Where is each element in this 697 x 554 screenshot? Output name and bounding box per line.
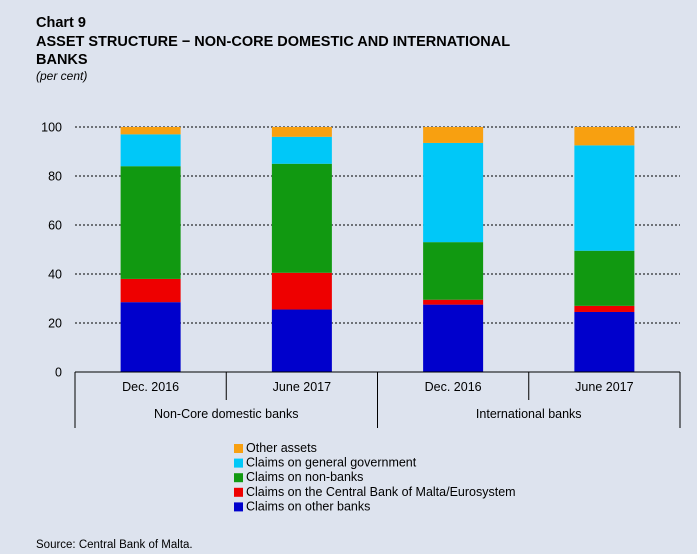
- x-tick-label: June 2017: [575, 380, 633, 394]
- y-tick-label: 20: [48, 317, 62, 331]
- bars: [120, 127, 635, 372]
- y-tick-label: 40: [48, 268, 62, 282]
- bar-segment: [120, 302, 181, 372]
- legend-swatch: [234, 458, 243, 468]
- bar-segment: [120, 134, 181, 167]
- legend-label: Claims on other banks: [246, 499, 370, 513]
- legend-label: Claims on the Central Bank of Malta/Euro…: [246, 485, 516, 499]
- bar-segment: [271, 272, 332, 310]
- y-tick-label: 80: [48, 170, 62, 184]
- bar-segment: [423, 242, 484, 300]
- source-note: Source: Central Bank of Malta.: [36, 539, 193, 551]
- legend-label: Claims on general government: [246, 456, 417, 470]
- bar-segment: [271, 127, 332, 137]
- chart-title-line-1: ASSET STRUCTURE − NON-CORE DOMESTIC AND …: [36, 34, 510, 50]
- bar-segment: [574, 305, 635, 312]
- bar-segment: [423, 304, 484, 372]
- y-tick-label: 60: [48, 219, 62, 233]
- x-tick-label: Dec. 2016: [425, 380, 482, 394]
- legend-label: Other assets: [246, 441, 317, 455]
- x-axis: Dec. 2016 June 2017 Dec. 2016 June 2017 Non-…: [74, 371, 681, 428]
- legend-swatch: [234, 444, 243, 453]
- legend-swatch: [234, 473, 243, 483]
- legend-swatch: [234, 487, 243, 497]
- bar-segment: [574, 145, 635, 251]
- bar-segment: [271, 136, 332, 164]
- chart-number: Chart 9: [36, 15, 86, 31]
- group-label: Non-Core domestic banks: [154, 407, 299, 421]
- chart-subtitle: (per cent): [36, 69, 87, 83]
- bar-segment: [271, 309, 332, 372]
- bar-segment: [423, 142, 484, 243]
- x-tick-label: Dec. 2016: [122, 380, 179, 394]
- chart-title-line-2: BANKS: [36, 52, 88, 68]
- bar-segment: [423, 299, 484, 305]
- group-label: International banks: [476, 407, 582, 421]
- bar-segment: [574, 127, 635, 146]
- y-tick-label: 100: [41, 121, 62, 135]
- bar-segment: [574, 250, 635, 306]
- bar-segment: [120, 127, 181, 135]
- bar-segment: [120, 278, 181, 303]
- x-tick-label: June 2017: [273, 380, 331, 394]
- bar-segment: [271, 163, 332, 273]
- y-tick-label: 0: [55, 366, 62, 380]
- y-axis-ticks: 0 20 40 60 80 100: [41, 121, 62, 380]
- legend-swatch: [234, 502, 243, 512]
- legend-label: Claims on non-banks: [246, 470, 363, 484]
- bar-segment: [574, 311, 635, 372]
- bar-segment: [120, 166, 181, 279]
- bar-segment: [423, 127, 484, 143]
